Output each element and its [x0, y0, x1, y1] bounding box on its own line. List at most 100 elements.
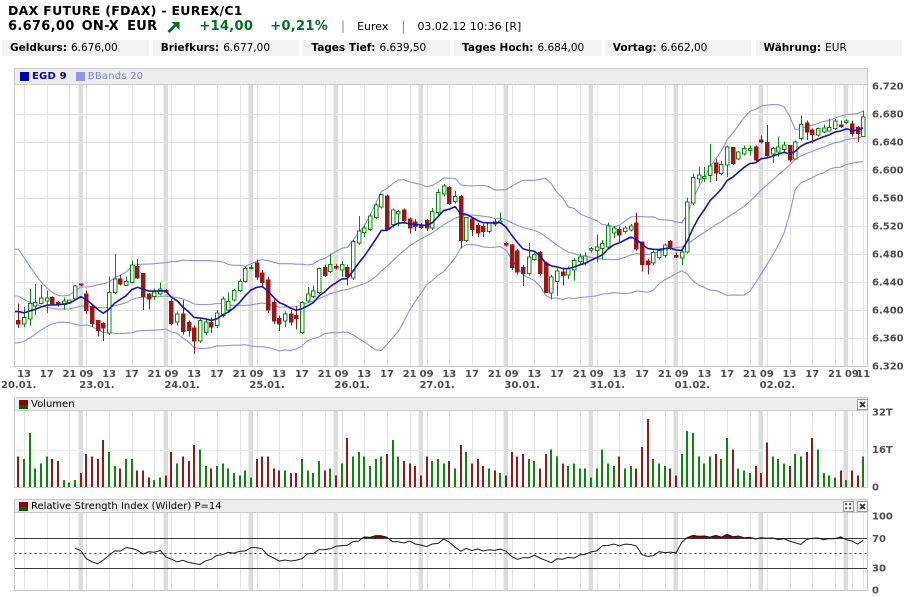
time-tick-label: 17 — [210, 369, 224, 380]
info-cell-value: EUR — [825, 42, 847, 54]
plot-border — [14, 410, 868, 488]
candle-body — [611, 227, 617, 234]
candle-body — [367, 215, 373, 230]
price-tick-label: 6.480 — [872, 250, 904, 261]
volume-bar — [545, 454, 547, 487]
day-separator-band — [333, 410, 338, 488]
info-cell-tageshoch: Tages Hoch: 6.684,00 — [454, 40, 601, 56]
candle-body — [123, 280, 129, 286]
volume-plot-area — [14, 410, 868, 488]
candle-body — [605, 225, 611, 248]
icon-red-half — [19, 399, 28, 405]
volume-bar — [409, 463, 411, 487]
candle-body — [168, 301, 174, 324]
date-axis-labels: 20.01. 23.01. 24.01. 25.01. 26.01. 27.01. 30.0… — [1, 380, 795, 391]
volume-bar — [301, 458, 303, 487]
candle-body — [231, 289, 237, 301]
day-separator-band — [588, 512, 593, 591]
candle-body — [696, 174, 702, 180]
info-cell-tagestief: Tages Tief: 6.639,50 — [303, 40, 451, 56]
volume-bar — [250, 477, 252, 487]
day-separator-band — [673, 410, 678, 488]
candle-body — [764, 142, 770, 156]
rsi-params-button[interactable] — [843, 501, 854, 512]
legend-item-bbands-20[interactable]: BBands 20 — [75, 71, 143, 82]
time-tick-label: 17 — [720, 369, 734, 380]
volume-bar — [522, 454, 524, 487]
volume-bar — [233, 472, 235, 487]
info-cell-value: 6.676,00 — [70, 42, 118, 54]
dot — [845, 503, 848, 506]
candle-body — [299, 301, 305, 333]
volume-bars — [17, 419, 864, 488]
volume-bar — [777, 458, 779, 487]
separator: | — [341, 19, 346, 33]
candle-body — [282, 313, 288, 322]
volume-bar — [681, 454, 683, 487]
exchange-label: Eurex — [357, 19, 389, 33]
volume-bar — [17, 456, 19, 487]
volume-bar — [437, 458, 439, 487]
volume-bar — [170, 451, 172, 487]
volume-bar — [131, 458, 133, 487]
candle-body — [650, 252, 656, 264]
time-tick-label: 11 — [856, 369, 870, 380]
volume-bar — [182, 456, 184, 487]
price-tick-label: 6.680 — [872, 110, 904, 121]
volume-bar — [108, 451, 110, 487]
day-separator-band — [758, 512, 763, 591]
rsi-indicator-icon — [19, 501, 28, 511]
candle-body — [361, 227, 367, 233]
date-tick-label: 23.01. — [79, 380, 114, 391]
price-plot-area — [14, 84, 868, 367]
volume-bar — [630, 465, 632, 487]
candle-body — [628, 225, 634, 231]
rsi-close-button[interactable] — [857, 501, 868, 512]
info-cell-value: 6.639,50 — [379, 42, 427, 54]
rsi-line-path — [74, 533, 864, 566]
volume-bar — [375, 458, 377, 487]
plot-border — [14, 84, 868, 367]
price-tick-label: 6.440 — [872, 278, 904, 289]
info-cell-value: 6.677,00 — [223, 42, 271, 54]
volume-bar — [193, 444, 195, 487]
quote-line: 6.676,00 ON-X EUR +14,00 +0,21% | Eurex … — [8, 18, 521, 34]
candle-body — [622, 227, 628, 233]
time-tick-label: 13 — [612, 369, 626, 380]
volume-bar — [749, 472, 751, 487]
time-tick-label: 13 — [357, 369, 371, 380]
volume-bar — [783, 463, 785, 487]
candle-body — [15, 320, 21, 325]
candle-body — [66, 299, 72, 303]
time-tick-label: 21 — [743, 369, 757, 380]
price-axis-labels: 6.720 6.680 6.640 6.600 6.560 6.520 6.480 6.440… — [872, 82, 904, 373]
volume-bar — [324, 470, 326, 487]
candle-body — [191, 327, 197, 342]
time-tick-label: 21 — [573, 369, 587, 380]
volume-bar — [329, 468, 331, 488]
candle-body — [718, 163, 724, 174]
candle-body — [305, 293, 311, 302]
candle-body — [730, 147, 736, 165]
day-separator-band — [673, 84, 678, 367]
volume-bar — [794, 454, 796, 487]
volume-bar — [380, 456, 382, 487]
time-tick-label: 13 — [698, 369, 712, 380]
time-tick-label: 09 — [505, 369, 519, 380]
volume-plot-area-bg — [14, 410, 868, 488]
volume-bar — [392, 440, 394, 487]
volume-bar — [34, 468, 36, 488]
volume-bar — [239, 475, 241, 487]
icon-green-half — [19, 506, 28, 511]
volume-bar — [420, 475, 422, 487]
candle-body — [475, 224, 481, 234]
info-cell-geldkurs: Geldkurs: 6.676,00 — [2, 40, 149, 56]
volume-bar — [726, 437, 728, 487]
volume-bar — [851, 470, 853, 487]
volume-close-button[interactable] — [857, 399, 868, 410]
legend-item-egd-9[interactable]: EGD 9 — [20, 71, 67, 82]
volume-bar — [46, 456, 48, 487]
candle-body — [860, 116, 866, 137]
price-tick-label: 6.520 — [872, 222, 904, 233]
candle-body — [237, 280, 243, 291]
